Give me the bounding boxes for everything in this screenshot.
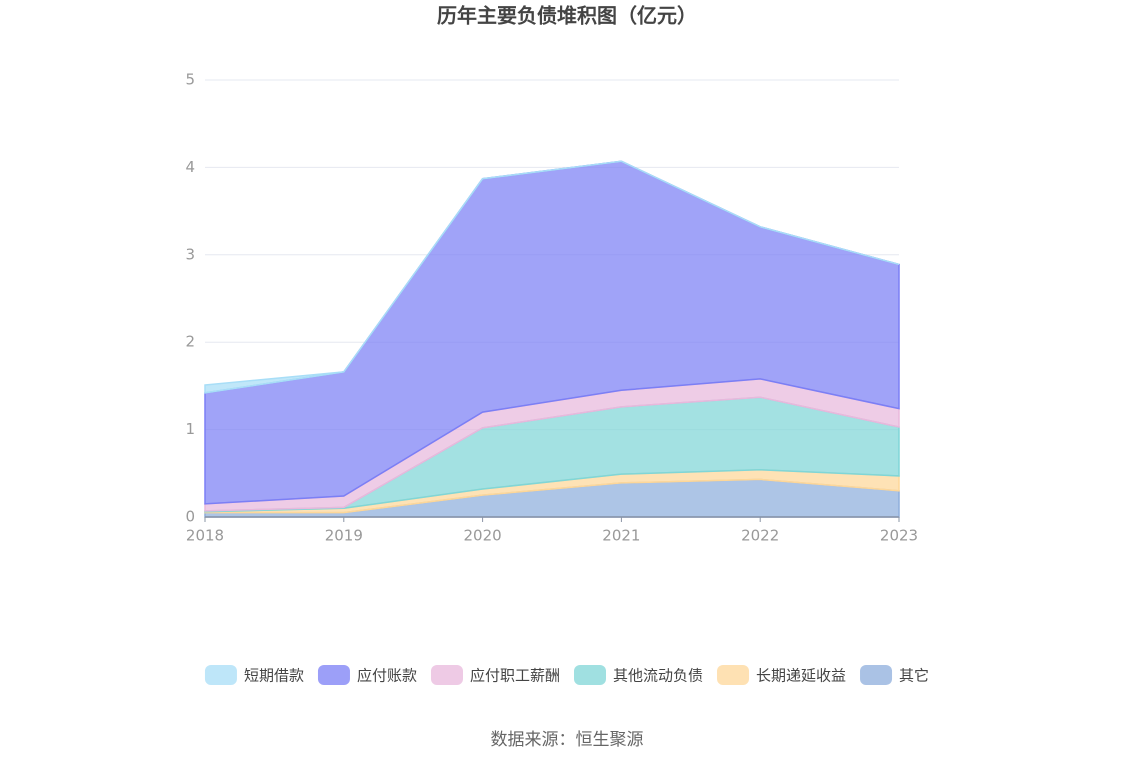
y-tick-label: 5 (185, 71, 195, 89)
source-note: 数据来源：恒生聚源 (491, 730, 644, 750)
y-tick-label: 0 (185, 508, 195, 526)
legend-item[interactable]: 其它 (860, 665, 929, 685)
legend-label: 长期递延收益 (756, 667, 846, 685)
x-tick-label: 2022 (741, 527, 779, 545)
x-tick-label: 2021 (602, 527, 640, 545)
legend-swatch (860, 665, 893, 685)
legend: 短期借款 应付账款 应付职工薪酬 其他流动负债 长期递延收益 其它 (204, 665, 929, 685)
legend-label: 应付职工薪酬 (470, 667, 560, 685)
legend-label: 应付账款 (357, 667, 417, 685)
legend-item[interactable]: 长期递延收益 (717, 665, 846, 685)
x-tick-label: 2019 (325, 527, 363, 545)
legend-swatch (317, 665, 350, 685)
legend-swatch (204, 665, 237, 685)
y-tick-label: 3 (185, 245, 195, 263)
legend-label: 其它 (899, 667, 929, 685)
legend-item[interactable]: 应付职工薪酬 (430, 665, 560, 685)
legend-item[interactable]: 其他流动负债 (574, 665, 703, 685)
area (204, 160, 900, 394)
legend-swatch (430, 665, 463, 685)
legend-item[interactable]: 应付账款 (317, 665, 417, 685)
x-tick-label: 2020 (464, 527, 502, 545)
y-tick-label: 4 (185, 158, 195, 176)
legend-swatch (717, 665, 750, 685)
chart-title: 历年主要负债堆积图（亿元） (437, 4, 697, 28)
legend-label: 其他流动负债 (613, 667, 703, 685)
y-tick-label: 2 (185, 333, 195, 351)
legend-swatch (574, 665, 606, 685)
legend-label: 短期借款 (244, 667, 304, 685)
legend-item[interactable]: 短期借款 (204, 665, 304, 685)
x-tick-label: 2018 (186, 527, 224, 545)
x-tick-label: 2023 (880, 527, 918, 545)
y-tick-label: 1 (185, 420, 195, 438)
